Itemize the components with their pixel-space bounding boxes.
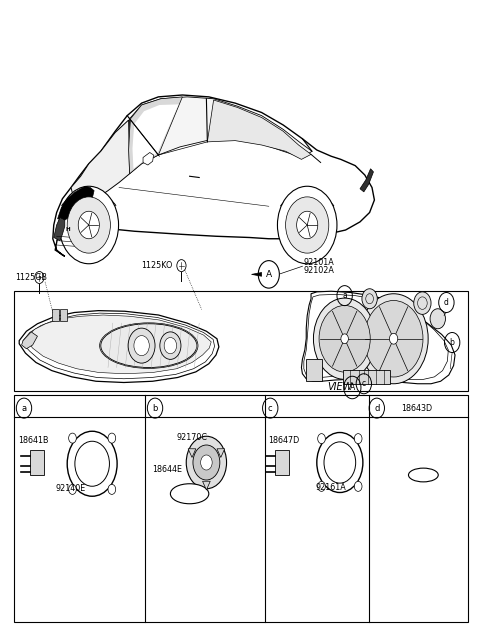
Text: 92140E: 92140E — [55, 484, 85, 493]
Circle shape — [67, 431, 117, 496]
Polygon shape — [188, 449, 196, 458]
Circle shape — [75, 441, 109, 486]
Circle shape — [128, 328, 155, 363]
Bar — [343, 370, 390, 384]
Polygon shape — [53, 95, 374, 256]
Circle shape — [430, 309, 445, 329]
Polygon shape — [207, 100, 311, 159]
Circle shape — [164, 338, 177, 354]
Circle shape — [108, 484, 116, 494]
Polygon shape — [28, 315, 211, 374]
Circle shape — [160, 332, 181, 359]
Polygon shape — [252, 272, 262, 276]
Text: 18644E: 18644E — [153, 466, 182, 474]
Circle shape — [59, 186, 119, 264]
Text: 1125KO: 1125KO — [142, 261, 173, 270]
Circle shape — [108, 433, 116, 443]
Text: A: A — [266, 270, 272, 279]
Text: b: b — [450, 338, 455, 347]
Text: b: b — [152, 404, 158, 412]
Text: 18647D: 18647D — [268, 436, 299, 445]
Polygon shape — [19, 311, 219, 382]
Text: 92170C: 92170C — [177, 433, 208, 442]
Text: 92102A: 92102A — [303, 266, 334, 275]
Circle shape — [313, 298, 376, 379]
Circle shape — [324, 442, 356, 483]
Polygon shape — [301, 291, 455, 384]
Polygon shape — [71, 120, 130, 211]
Polygon shape — [129, 97, 182, 174]
Bar — [60, 309, 67, 321]
Circle shape — [35, 271, 44, 284]
Bar — [275, 450, 289, 475]
Text: H: H — [66, 227, 71, 232]
Circle shape — [354, 481, 362, 491]
Polygon shape — [126, 97, 312, 174]
Text: 18641B: 18641B — [18, 436, 49, 445]
Bar — [306, 359, 322, 381]
Circle shape — [186, 436, 227, 489]
Circle shape — [193, 445, 220, 480]
Ellipse shape — [101, 324, 197, 368]
Polygon shape — [143, 152, 154, 165]
Text: a: a — [22, 404, 26, 412]
Circle shape — [364, 301, 423, 377]
Circle shape — [201, 455, 212, 470]
Polygon shape — [360, 169, 373, 192]
Ellipse shape — [408, 468, 438, 482]
Circle shape — [318, 434, 325, 444]
Text: a: a — [342, 291, 347, 300]
Text: d: d — [444, 298, 449, 307]
Bar — [52, 309, 59, 321]
Ellipse shape — [170, 484, 209, 504]
Text: 92101A: 92101A — [303, 258, 334, 267]
Circle shape — [69, 433, 76, 443]
Circle shape — [318, 481, 325, 491]
Circle shape — [359, 294, 428, 384]
Circle shape — [414, 292, 431, 314]
Text: VIEW: VIEW — [327, 382, 353, 392]
Polygon shape — [217, 449, 225, 458]
Bar — [14, 395, 468, 622]
Text: 18643D: 18643D — [401, 404, 432, 412]
Polygon shape — [203, 481, 210, 490]
Polygon shape — [132, 104, 179, 169]
Circle shape — [177, 259, 186, 272]
Circle shape — [78, 211, 99, 239]
Circle shape — [297, 211, 318, 239]
Circle shape — [317, 432, 363, 492]
Circle shape — [286, 197, 329, 253]
Circle shape — [69, 484, 76, 494]
Text: c: c — [362, 379, 366, 388]
Circle shape — [362, 289, 377, 309]
Text: c: c — [268, 404, 273, 412]
Text: 1125GB: 1125GB — [15, 273, 48, 282]
Circle shape — [354, 434, 362, 444]
Circle shape — [389, 333, 398, 344]
Bar — [30, 450, 44, 475]
Polygon shape — [58, 186, 94, 220]
Text: d: d — [374, 404, 380, 412]
Bar — [14, 291, 468, 391]
Text: A: A — [350, 383, 355, 392]
Circle shape — [67, 197, 110, 253]
Text: 92161A: 92161A — [316, 483, 347, 492]
Circle shape — [277, 186, 337, 264]
Circle shape — [341, 334, 348, 344]
Polygon shape — [22, 332, 37, 349]
Circle shape — [319, 306, 370, 372]
Circle shape — [134, 336, 149, 356]
Polygon shape — [54, 217, 65, 241]
